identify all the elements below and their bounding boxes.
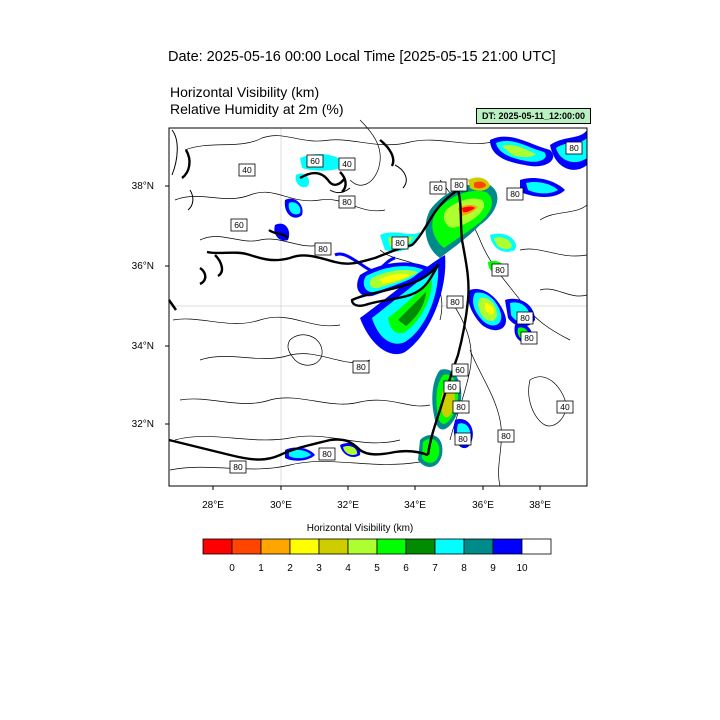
legend-color-box — [231, 538, 262, 555]
coastlines — [168, 139, 470, 461]
svg-text:80: 80 — [450, 297, 460, 307]
contour-label: 60 — [451, 363, 469, 377]
contour-label: 80 — [565, 141, 583, 155]
legend-tick-label: 7 — [432, 563, 438, 574]
contour-label: 80 — [491, 263, 509, 277]
svg-text:80: 80 — [569, 143, 579, 153]
lon-label: 34°E — [404, 500, 426, 511]
legend-tick-label: 5 — [374, 563, 380, 574]
contour-label: 80 — [446, 295, 464, 309]
legend-tick-label: 1 — [258, 563, 264, 574]
legend-tick-label: 9 — [490, 563, 496, 574]
svg-text:80: 80 — [233, 462, 243, 472]
svg-text:80: 80 — [454, 180, 464, 190]
svg-text:80: 80 — [510, 189, 520, 199]
svg-text:80: 80 — [322, 449, 332, 459]
lon-label: 32°E — [337, 500, 359, 511]
contour-label: 60 — [443, 380, 461, 394]
legend-color-box — [434, 538, 465, 555]
legend-title: Horizontal Visibility (km) — [306, 523, 414, 534]
legend-color-box — [463, 538, 494, 555]
svg-text:40: 40 — [242, 165, 252, 175]
contour-labels: 40 60 40 60 80 80 60 80 80 80 80 80 80 8… — [229, 141, 583, 474]
variable-title-visibility: Horizontal Visibility (km) — [170, 84, 320, 100]
contour-label: 60 — [429, 181, 447, 195]
contour-label: 80 — [497, 429, 515, 443]
coast-details — [171, 129, 407, 211]
legend-color-box — [376, 538, 407, 555]
svg-text:80: 80 — [458, 434, 468, 444]
legend-color-box — [318, 538, 349, 555]
legend-tick-label: 6 — [403, 563, 409, 574]
lat-label: 38°N — [132, 181, 154, 192]
contour-label: 80 — [352, 360, 370, 374]
svg-text:80: 80 — [342, 197, 352, 207]
legend-tick-label: 3 — [316, 563, 322, 574]
legend-color-box — [521, 538, 552, 555]
legend-colorbar — [202, 538, 552, 555]
contour-label: 80 — [450, 178, 468, 192]
legend-color-box — [260, 538, 291, 555]
contour-label: 80 — [516, 311, 534, 325]
contour-label: 80 — [520, 331, 538, 345]
longitude-labels: 28°E 30°E 32°E 34°E 36°E 38°E — [202, 500, 551, 511]
svg-text:80: 80 — [395, 238, 405, 248]
contour-label: 80 — [454, 432, 472, 446]
contour-label: 80 — [314, 242, 332, 256]
lat-label: 34°N — [132, 341, 154, 352]
svg-text:60: 60 — [310, 156, 320, 166]
legend-tick-label: 10 — [516, 563, 528, 574]
legend-color-box — [405, 538, 436, 555]
legend-tick-label: 8 — [461, 563, 467, 574]
lon-label: 28°E — [202, 500, 224, 511]
svg-text:60: 60 — [433, 183, 443, 193]
latitude-labels: 38°N 36°N 34°N 32°N — [132, 181, 154, 430]
model-init-badge: DT: 2025-05-11_12:00:00 — [476, 108, 591, 124]
legend-tick-label: 4 — [345, 563, 351, 574]
contour-label: 40 — [338, 157, 356, 171]
visibility-shading — [274, 130, 587, 467]
variable-title-humidity: Relative Humidity at 2m (%) — [170, 101, 344, 117]
svg-text:80: 80 — [318, 244, 328, 254]
legend-tick-label: 0 — [229, 563, 235, 574]
legend-color-box — [202, 538, 233, 555]
legend-color-box — [492, 538, 523, 555]
legend-tick-label: 2 — [287, 563, 293, 574]
svg-text:80: 80 — [520, 313, 530, 323]
contour-label: 60 — [306, 154, 324, 168]
legend-color-box — [289, 538, 320, 555]
contour-label: 40 — [238, 163, 256, 177]
svg-text:80: 80 — [524, 333, 534, 343]
contour-label: 80 — [338, 195, 356, 209]
svg-text:80: 80 — [501, 431, 511, 441]
contour-label: 80 — [391, 236, 409, 250]
svg-text:60: 60 — [455, 365, 465, 375]
contour-label: 60 — [230, 218, 248, 232]
contour-label: 40 — [556, 400, 574, 414]
svg-text:60: 60 — [447, 382, 457, 392]
lat-label: 32°N — [132, 419, 154, 430]
svg-text:80: 80 — [356, 362, 366, 372]
date-title: Date: 2025-05-16 00:00 Local Time [2025-… — [168, 49, 556, 65]
svg-text:40: 40 — [342, 159, 352, 169]
contour-label: 80 — [452, 400, 470, 414]
axis-ticks — [165, 185, 541, 490]
map-frame — [168, 127, 588, 487]
svg-text:80: 80 — [456, 402, 466, 412]
contour-label: 80 — [318, 447, 336, 461]
contour-label: 80 — [229, 460, 247, 474]
contour-label: 80 — [506, 187, 524, 201]
svg-text:40: 40 — [560, 402, 570, 412]
lon-label: 30°E — [270, 500, 292, 511]
legend-color-box — [347, 538, 378, 555]
lon-label: 38°E — [529, 500, 551, 511]
lon-label: 36°E — [472, 500, 494, 511]
lat-label: 36°N — [132, 261, 154, 272]
svg-text:60: 60 — [234, 220, 244, 230]
svg-text:80: 80 — [495, 265, 505, 275]
